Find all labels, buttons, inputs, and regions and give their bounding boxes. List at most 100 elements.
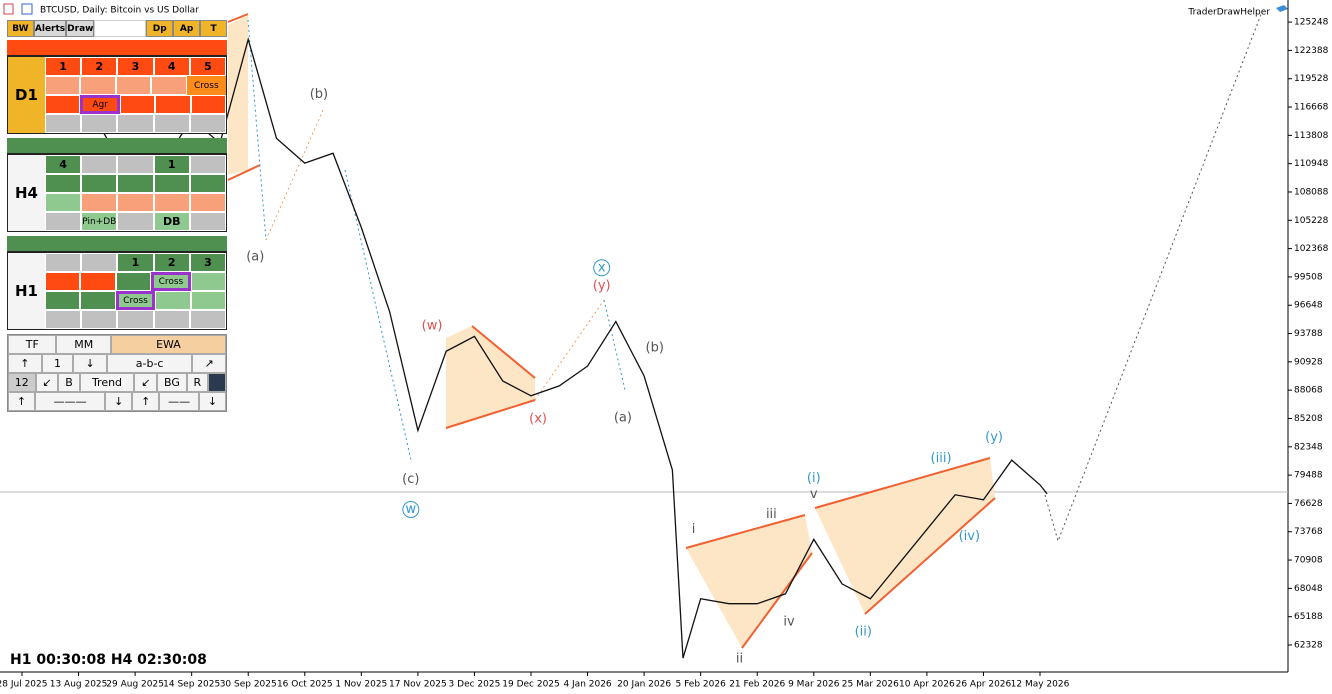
wave-circle [593, 259, 611, 277]
grid-cell [45, 212, 82, 231]
control-button[interactable]: B [58, 373, 80, 392]
wave-paths [247, 11, 1263, 543]
toolbar-button[interactable]: Dp [146, 20, 174, 37]
wave-path [344, 169, 412, 461]
grid-cell: 4 [153, 57, 190, 76]
y-tick-label: 125248 [1294, 18, 1329, 28]
wave-label: w [405, 502, 416, 517]
wave-label: v [810, 487, 818, 502]
grid-cell [115, 76, 152, 95]
control-button[interactable]: TF [8, 335, 57, 354]
control-row: 12 ↙ B Trend ↙ BG R [8, 373, 226, 392]
control-button[interactable]: 1 [41, 354, 74, 373]
trend-line [445, 399, 536, 429]
grid-cell [45, 95, 81, 114]
control-button[interactable]: MM [56, 335, 111, 354]
y-tick-label: 116668 [1294, 103, 1329, 113]
control-button[interactable]: 12 [8, 373, 36, 392]
control-button[interactable]: ↑ [132, 392, 160, 411]
x-tick-label: 3 Dec 2025 [449, 680, 501, 690]
grid-cell [189, 155, 227, 174]
chart-title: BTCUSD, Daily: Bitcoin vs US Dollar [40, 6, 199, 16]
timeframe-label: H1 [8, 253, 45, 329]
y-tick-label: 62328 [1294, 640, 1323, 650]
wedge [686, 515, 812, 648]
control-button[interactable] [207, 373, 226, 392]
controls: TF MM EWA ↑ 1 ↓ a-b-c ↗ 12 ↙ B Trend ↙ BG R ↑ ——— ↓ ↑ —— ↓ [7, 334, 227, 412]
x-tick-label: 13 Aug 2025 [50, 680, 108, 690]
toolbar-button[interactable]: T [200, 20, 227, 37]
grid-cell [117, 174, 154, 193]
wave-label: (w) [422, 319, 443, 334]
y-tick-label: 105228 [1294, 216, 1329, 226]
trend-line [814, 457, 991, 509]
toolbar-button[interactable]: Ap [173, 20, 201, 37]
patterns [228, 15, 995, 648]
block-grid: 4 1 Pin+DB DB [45, 155, 227, 231]
wave-label: (a) [246, 249, 264, 264]
grid-cell [81, 310, 118, 329]
toolbar-button[interactable]: Draw [66, 20, 95, 37]
control-button[interactable]: ↑ [8, 392, 35, 411]
block-grid: 1 2 3 4 5 Cross Agr [45, 57, 227, 133]
control-button[interactable]: —— [159, 392, 200, 411]
grid-cell [190, 95, 227, 114]
wave-path [603, 299, 626, 391]
control-button[interactable]: a-b-c [106, 354, 193, 373]
trend-line [227, 164, 261, 181]
grid-cell [45, 174, 82, 193]
control-button[interactable]: ↓ [73, 354, 107, 373]
pattern-lines [227, 13, 996, 649]
toolbar-button[interactable]: Alerts [33, 20, 67, 37]
block-bar [7, 40, 227, 56]
control-button[interactable]: BG [157, 373, 187, 392]
control-button[interactable]: ↓ [105, 392, 133, 411]
block-bar [7, 236, 227, 252]
x-tick-label: 21 Feb 2026 [729, 680, 785, 690]
timeframe-block: H4 4 1 Pin+DB DB [7, 138, 227, 232]
trend-line [471, 325, 536, 379]
grid-cell [45, 291, 81, 310]
triangle [446, 326, 535, 428]
trend-line [685, 514, 806, 549]
control-button[interactable]: ↑ [8, 354, 42, 373]
grid-cell [80, 76, 116, 95]
grid-cell [45, 76, 81, 95]
y-tick-label: 68048 [1294, 584, 1323, 594]
icon[interactable] [1276, 5, 1288, 12]
grid-cell [81, 114, 118, 133]
control-button[interactable]: ↓ [199, 392, 226, 411]
x-tick-label: 1 Nov 2025 [335, 680, 387, 690]
control-button[interactable]: Trend [79, 373, 135, 392]
control-button[interactable]: ↙ [134, 373, 158, 392]
grid-cell [45, 253, 82, 272]
timer: H1 00:30:08 H4 02:30:08 [10, 652, 207, 668]
control-row: ↑ ——— ↓ ↑ —— ↓ [8, 392, 226, 411]
grid-cell [45, 272, 81, 291]
grid-cell: 3 [117, 57, 154, 76]
y-tick-label: 73768 [1294, 527, 1323, 537]
control-button[interactable]: ↗ [192, 354, 226, 373]
control-panel: BW Alerts Draw Dp Ap T D1 1 2 3 4 5 Cross Agr H4 4 1 Pin+… [7, 20, 227, 412]
control-button[interactable]: ↙ [35, 373, 59, 392]
control-button[interactable]: EWA [110, 335, 226, 354]
x-tick-label: 28 Jul 2025 [0, 680, 47, 690]
grid-cell [189, 114, 227, 133]
grid-cell [117, 155, 154, 174]
x-tick-label: 10 Apr 2026 [899, 680, 955, 690]
block-bar [7, 138, 227, 154]
y-tick-label: 113808 [1294, 131, 1329, 141]
control-button[interactable]: ——— [34, 392, 106, 411]
y-tick-label: 85208 [1294, 414, 1323, 424]
x-tick-label: 5 Feb 2026 [676, 680, 727, 690]
grid-cell [45, 310, 82, 329]
grid-cell [155, 291, 191, 310]
toolbar-button[interactable]: BW [7, 20, 34, 37]
y-tick-label: 119528 [1294, 74, 1329, 84]
grid-cell [45, 193, 82, 212]
grid-cell: 4 [45, 155, 82, 174]
control-button[interactable]: R [186, 373, 208, 392]
icon [21, 3, 33, 15]
